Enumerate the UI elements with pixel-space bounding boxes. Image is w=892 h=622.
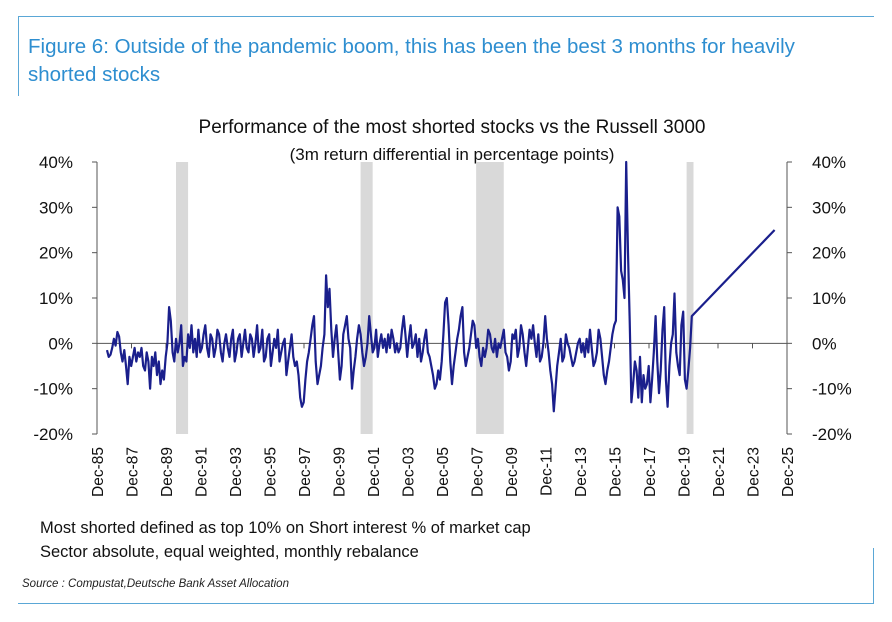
source-note: Source : Compustat,Deutsche Bank Asset A…: [22, 578, 289, 590]
series-line-0: [105, 160, 776, 413]
x-tick-label: Dec-09: [504, 447, 521, 497]
chart-subtitle: (3m return differential in percentage po…: [290, 145, 615, 164]
x-tick-label: Dec-07: [470, 447, 487, 497]
y-tick-label-left: -20%: [33, 425, 73, 444]
x-tick-label: Dec-13: [573, 447, 590, 497]
x-tick-label: Dec-19: [677, 447, 694, 497]
x-tick-label: Dec-17: [642, 447, 659, 497]
x-tick-label: Dec-05: [435, 447, 452, 497]
x-tick-label: Dec-11: [539, 447, 556, 496]
x-tick-label: Dec-01: [366, 447, 383, 497]
y-tick-label-left: 30%: [39, 198, 73, 217]
x-tick-label: Dec-93: [228, 447, 245, 497]
y-tick-label-right: 30%: [812, 198, 846, 217]
y-tick-label-right: 0%: [812, 334, 837, 353]
y-tick-label-left: 10%: [39, 289, 73, 308]
y-tick-label-left: 0%: [48, 334, 73, 353]
x-tick-label: Dec-15: [608, 447, 625, 497]
shaded-period-2: [476, 162, 504, 434]
figure-title: Figure 6: Outside of the pandemic boom, …: [28, 35, 795, 86]
footnote-methodology: Sector absolute, equal weighted, monthly…: [40, 543, 419, 561]
x-tick-label: Dec-03: [401, 447, 418, 497]
x-tick-label: Dec-95: [263, 447, 280, 497]
y-tick-label-right: -20%: [812, 425, 852, 444]
figure-frame-right: [873, 548, 874, 603]
x-tick-label: Dec-87: [125, 447, 142, 497]
x-tick-label: Dec-21: [711, 447, 728, 497]
x-tick-label: Dec-99: [332, 447, 349, 497]
footnote-definition: Most shorted defined as top 10% on Short…: [40, 519, 531, 537]
y-tick-label-left: 20%: [39, 244, 73, 263]
x-tick-label: Dec-85: [90, 447, 107, 497]
shaded-period-1: [360, 162, 373, 434]
figure-frame-left: [18, 16, 19, 96]
y-tick-label-right: 10%: [812, 289, 846, 308]
y-tick-label-right: -10%: [812, 380, 852, 399]
y-tick-label-right: 40%: [812, 153, 846, 172]
figure-frame-bottom: [18, 603, 874, 604]
x-tick-label: Dec-89: [159, 447, 176, 497]
figure-frame-top: [18, 16, 874, 17]
x-tick-label: Dec-25: [780, 447, 797, 497]
x-tick-label: Dec-23: [746, 447, 763, 497]
shaded-period-0: [176, 162, 189, 434]
y-tick-label-left: -10%: [33, 380, 73, 399]
y-tick-label-left: 40%: [39, 153, 73, 172]
x-tick-label: Dec-91: [194, 447, 211, 497]
shaded-period-3: [686, 162, 694, 434]
chart-title: Performance of the most shorted stocks v…: [199, 117, 706, 138]
y-tick-label-right: 20%: [812, 244, 846, 263]
x-tick-label: Dec-97: [297, 447, 314, 497]
